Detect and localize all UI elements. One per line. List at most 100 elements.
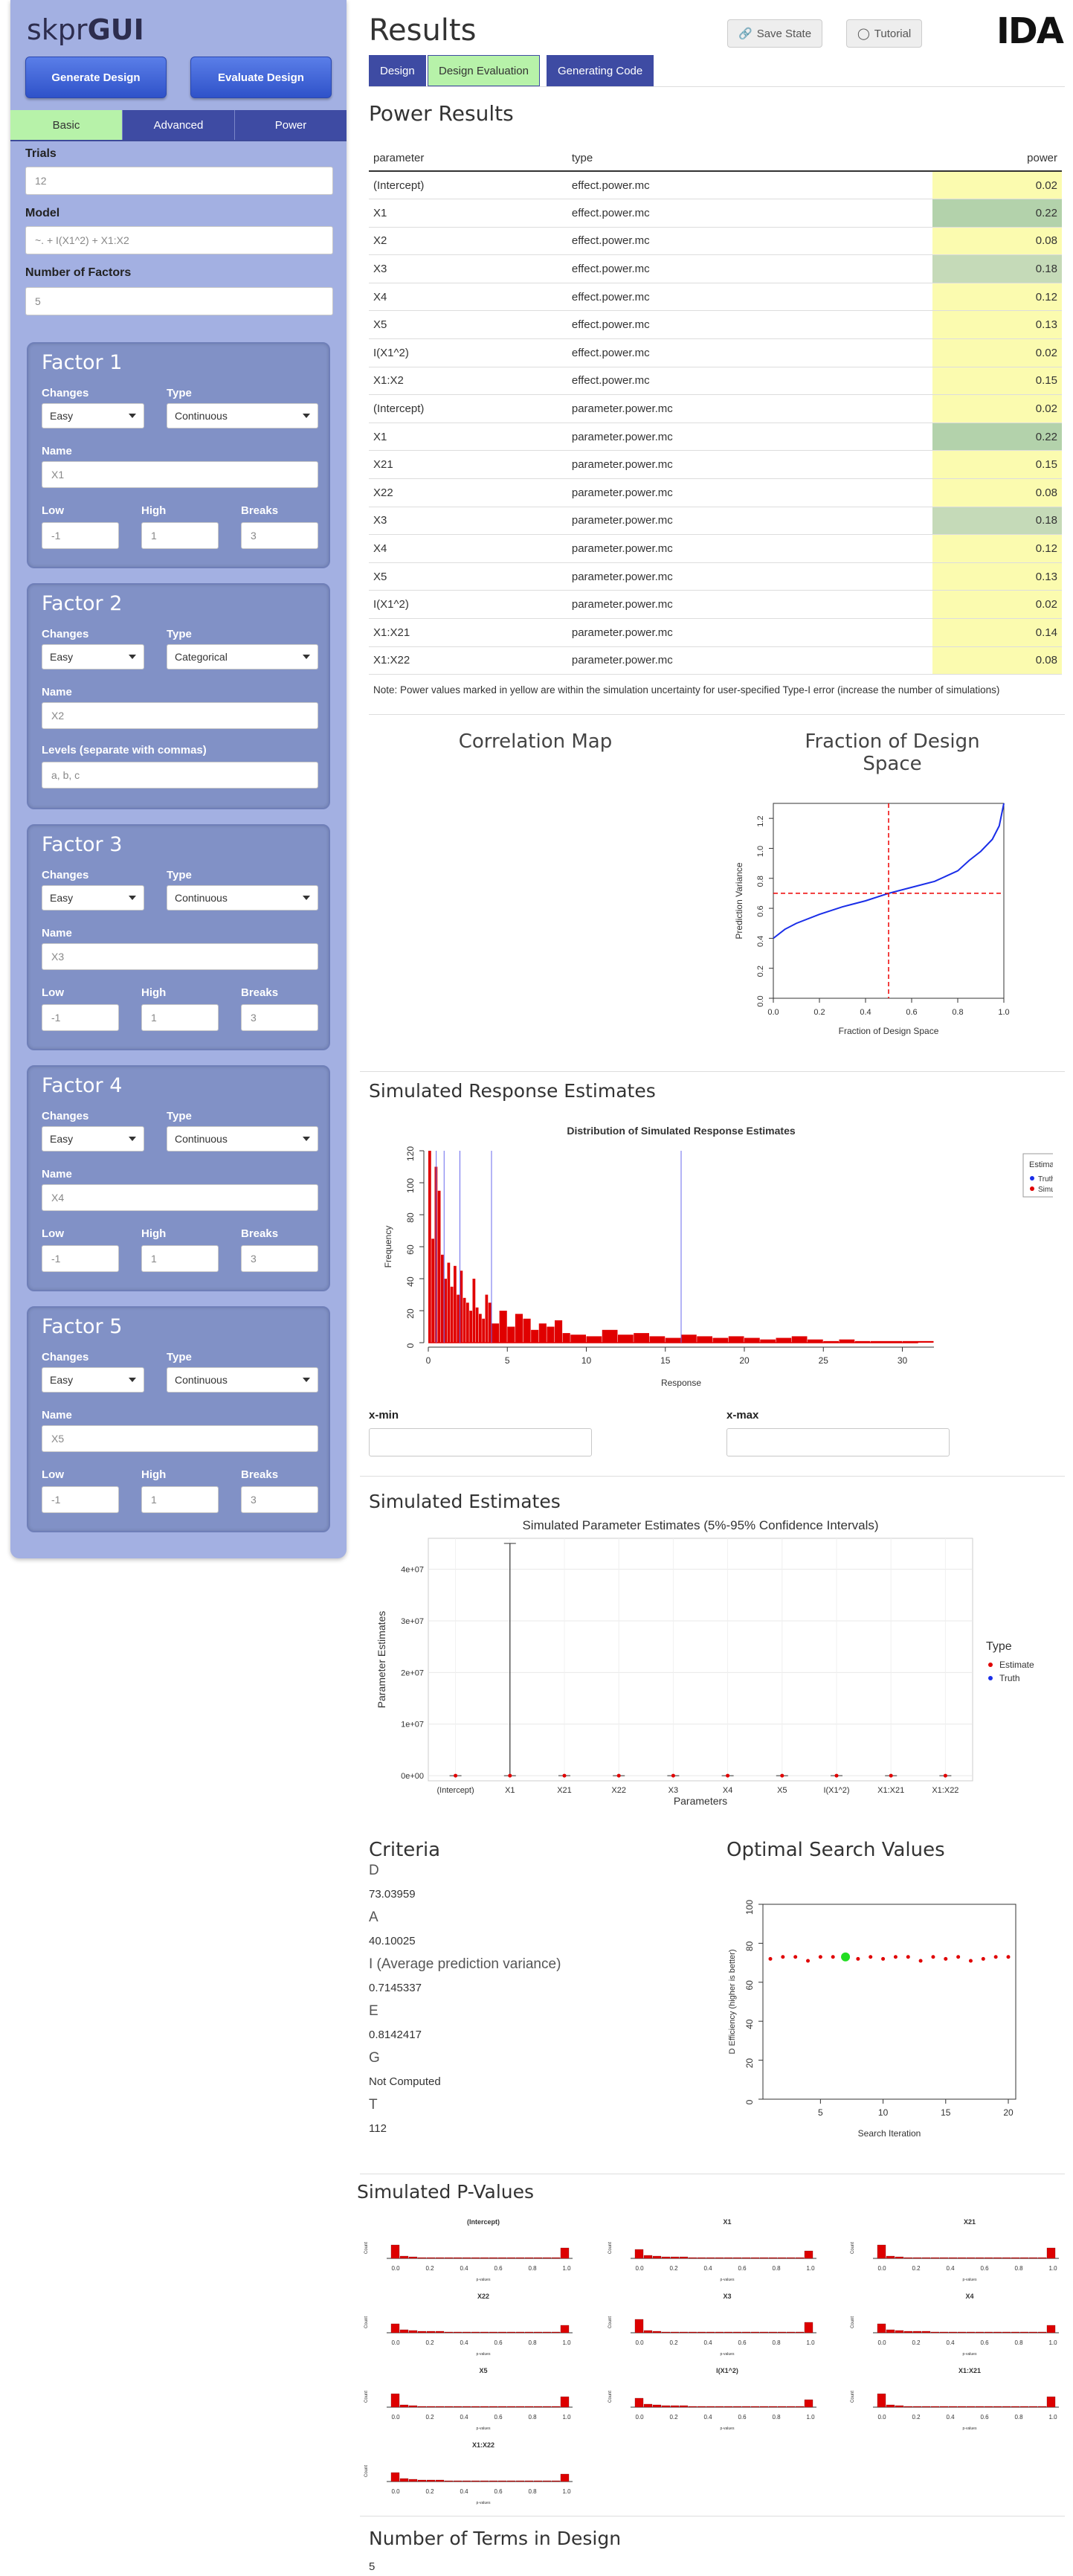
breaks-input[interactable]: 3: [241, 1486, 318, 1513]
x-axis-label: p-values: [477, 2501, 491, 2505]
pvalue-bar: [515, 2406, 525, 2408]
factor-title: Factor 5: [42, 1315, 123, 1338]
factor-name-input[interactable]: X4: [42, 1184, 318, 1211]
y-axis-label: Count: [364, 2391, 369, 2403]
changes-label: Changes: [42, 628, 89, 640]
y-axis-label: Parameter Estimates: [376, 1611, 387, 1709]
levels-input[interactable]: a, b, c: [42, 762, 318, 788]
changes-value: Easy: [50, 1374, 74, 1386]
tutorial-button[interactable]: ◯ Tutorial: [846, 19, 923, 48]
x-tick-label: 0.4: [703, 2265, 712, 2272]
factor-name-input[interactable]: X5: [42, 1425, 318, 1452]
changes-select[interactable]: Easy: [42, 1126, 144, 1152]
low-label: Low: [42, 1227, 64, 1240]
cell-power: 0.22: [932, 423, 1062, 452]
breaks-input[interactable]: 3: [241, 522, 318, 549]
histogram-bar: [634, 1333, 649, 1343]
x-tick-label: 20: [739, 1355, 750, 1366]
changes-select[interactable]: Easy: [42, 403, 144, 428]
pvalue-bar: [471, 2331, 480, 2334]
high-input[interactable]: 1: [141, 1004, 219, 1031]
x-tick-label: X1:X22: [932, 1786, 958, 1795]
pvalue-histogram: X3 Count 0.0 0.2 0.4 0.6 0.8 1.0 p-values: [608, 2293, 816, 2357]
pvalue-histogram: X1 Count 0.0 0.2 0.4 0.6 0.8 1.0 p-values: [608, 2218, 816, 2282]
pvalue-bar: [533, 2406, 543, 2408]
y-tick-label: 0: [744, 2099, 755, 2104]
changes-select[interactable]: Easy: [42, 885, 144, 910]
y-axis-label: Count: [608, 2242, 613, 2254]
tab-generating-code[interactable]: Generating Code: [547, 55, 654, 86]
x-tick-label: 30: [898, 1355, 908, 1366]
pvalue-bar: [732, 2406, 742, 2408]
high-input[interactable]: 1: [141, 522, 219, 549]
x-tick-label: 25: [819, 1355, 829, 1366]
low-input[interactable]: -1: [42, 1245, 119, 1272]
pvalue-bar: [948, 2331, 958, 2334]
y-tick-label: 100: [744, 1900, 755, 1915]
x-tick-label: 0.0: [391, 2265, 400, 2272]
type-select[interactable]: Continuous: [167, 885, 318, 910]
changes-value: Easy: [50, 651, 74, 663]
cell-power: 0.02: [932, 338, 1062, 367]
criterion-value: 112: [369, 2122, 387, 2135]
type-select[interactable]: Continuous: [167, 1367, 318, 1393]
number-of-factors-input[interactable]: 5: [25, 287, 333, 315]
xmax-label: x-max: [726, 1409, 759, 1422]
pvalue-bar: [786, 2331, 796, 2334]
search-point: [956, 1955, 961, 1959]
low-input[interactable]: -1: [42, 1004, 119, 1031]
cell-type: effect.power.mc: [567, 310, 932, 340]
pvalue-bar: [777, 2406, 787, 2408]
low-input[interactable]: -1: [42, 1486, 119, 1513]
factor-name-input[interactable]: X2: [42, 702, 318, 729]
tab-basic[interactable]: Basic: [10, 110, 123, 140]
x-axis-label: p-values: [721, 2278, 735, 2282]
xmin-input[interactable]: [369, 1428, 592, 1456]
type-select[interactable]: Categorical: [167, 644, 318, 669]
histogram-bar: [760, 1339, 776, 1343]
pvalue-bar: [1002, 2406, 1011, 2408]
trials-input[interactable]: 12: [25, 167, 333, 195]
model-input[interactable]: ~. + I(X1^2) + X1:X2: [25, 226, 333, 254]
save-state-button[interactable]: 🔗 Save State: [727, 19, 823, 48]
pvalue-bar: [877, 2393, 886, 2408]
chevron-down-icon: [303, 1378, 310, 1382]
type-select[interactable]: Continuous: [167, 403, 318, 428]
xmax-input[interactable]: [726, 1428, 950, 1456]
factor-name-input[interactable]: X1: [42, 461, 318, 488]
factor-name-input[interactable]: X3: [42, 943, 318, 970]
changes-label: Changes: [42, 387, 89, 399]
pvalue-histogram: X1:X22 Count 0.0 0.2 0.4 0.6 0.8 1.0 p-values: [364, 2441, 573, 2505]
changes-select[interactable]: Easy: [42, 644, 144, 669]
type-select[interactable]: Continuous: [167, 1126, 318, 1152]
pvalue-bar: [688, 2331, 697, 2334]
sim-estimates-title: Simulated Estimates: [369, 1491, 561, 1512]
high-input[interactable]: 1: [141, 1486, 219, 1513]
pvalue-bar: [993, 2331, 1002, 2334]
breaks-input[interactable]: 3: [241, 1245, 318, 1272]
pvalue-bar: [1046, 2396, 1056, 2408]
tab-advanced[interactable]: Advanced: [123, 110, 235, 140]
x-tick-label: X3: [668, 1786, 678, 1795]
pvalue-bar: [560, 2396, 570, 2408]
tab-design-evaluation[interactable]: Design Evaluation: [428, 55, 540, 86]
high-input[interactable]: 1: [141, 1245, 219, 1272]
table-row: X2 effect.power.mc 0.08: [369, 227, 1062, 256]
y-tick-label: 2e+07: [401, 1668, 424, 1677]
tab-design[interactable]: Design: [369, 55, 426, 86]
cell-parameter: X3: [369, 507, 567, 536]
pvalue-bar: [444, 2331, 454, 2334]
tab-power[interactable]: Power: [235, 110, 347, 140]
evaluate-design-button[interactable]: Evaluate Design: [190, 57, 332, 98]
criterion-value: 73.03959: [369, 1888, 416, 1901]
x-tick-label: 1.0: [806, 2339, 815, 2346]
y-axis-label: D Efficiency (higher is better): [728, 1949, 737, 2054]
pvalue-bar: [489, 2406, 498, 2408]
pvalue-bar: [786, 2406, 796, 2408]
changes-select[interactable]: Easy: [42, 1367, 144, 1393]
generate-design-button[interactable]: Generate Design: [25, 57, 167, 98]
search-point: [881, 1956, 886, 1961]
low-input[interactable]: -1: [42, 522, 119, 549]
breaks-input[interactable]: 3: [241, 1004, 318, 1031]
cell-parameter: X1: [369, 199, 567, 228]
